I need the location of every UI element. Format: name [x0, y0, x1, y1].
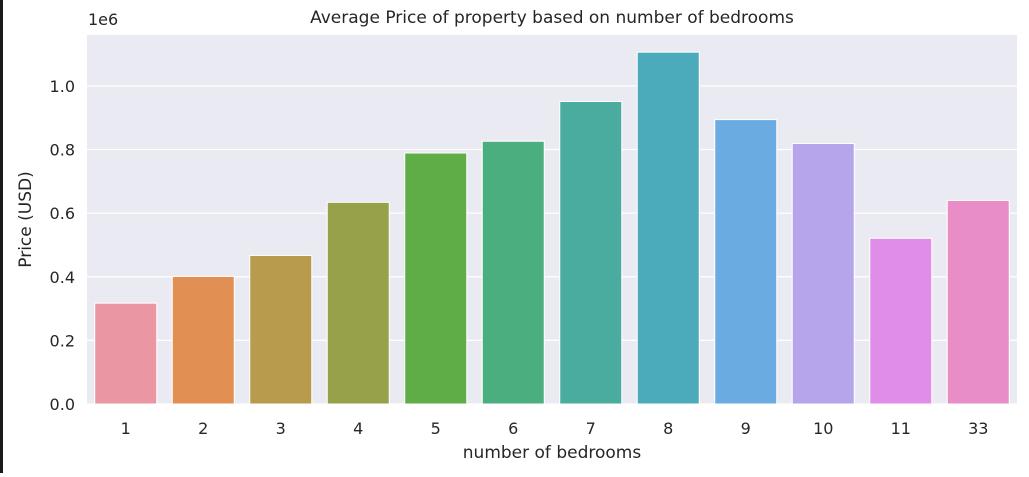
bar-4 — [326, 201, 390, 405]
x-tick-label: 4 — [353, 419, 363, 438]
bar-6 — [481, 140, 545, 405]
y-tick-label: 1.0 — [50, 77, 75, 96]
x-tick-label: 3 — [276, 419, 286, 438]
x-tick-label: 2 — [198, 419, 208, 438]
y-tick-label: 0.0 — [50, 395, 75, 414]
bar-9 — [714, 119, 778, 405]
y-tick-label: 0.2 — [50, 331, 75, 350]
bar-10 — [791, 142, 855, 405]
bar-2 — [171, 275, 235, 405]
x-tick-label: 7 — [586, 419, 596, 438]
bar-33 — [946, 199, 1010, 405]
x-tick-label: 10 — [813, 419, 833, 438]
bars — [94, 51, 1010, 405]
x-tick-label: 33 — [968, 419, 988, 438]
x-tick-labels: 1 2 3 4 5 6 7 8 9 10 11 33 — [121, 419, 989, 438]
x-axis-label: number of bedrooms — [463, 443, 642, 463]
y-offset-label: 1e6 — [88, 10, 118, 29]
bar-1 — [94, 302, 158, 405]
chart-title: Average Price of property based on numbe… — [310, 8, 794, 28]
bar-3 — [249, 254, 313, 405]
bar-8 — [636, 51, 700, 405]
y-tick-label: 0.4 — [50, 268, 75, 287]
x-tick-label: 6 — [508, 419, 518, 438]
x-tick-label: 11 — [891, 419, 911, 438]
bar-7 — [559, 100, 623, 405]
plot-area — [87, 35, 1017, 404]
y-tick-label: 0.6 — [50, 204, 75, 223]
bar-5 — [404, 152, 468, 405]
y-tick-labels: 0.0 0.2 0.4 0.6 0.8 1.0 — [50, 77, 75, 414]
y-tick-label: 0.8 — [50, 141, 75, 160]
x-tick-label: 5 — [431, 419, 441, 438]
x-tick-label: 1 — [121, 419, 131, 438]
bar-chart: 0.0 0.2 0.4 0.6 0.8 1.0 1 2 3 4 5 6 7 8 9 10 11 33 Avera… — [16, 8, 1017, 463]
y-axis-label: Price (USD) — [16, 171, 36, 267]
x-tick-label: 8 — [663, 419, 673, 438]
x-tick-label: 9 — [741, 419, 751, 438]
bar-11 — [869, 237, 933, 405]
gridlines — [87, 85, 1017, 405]
